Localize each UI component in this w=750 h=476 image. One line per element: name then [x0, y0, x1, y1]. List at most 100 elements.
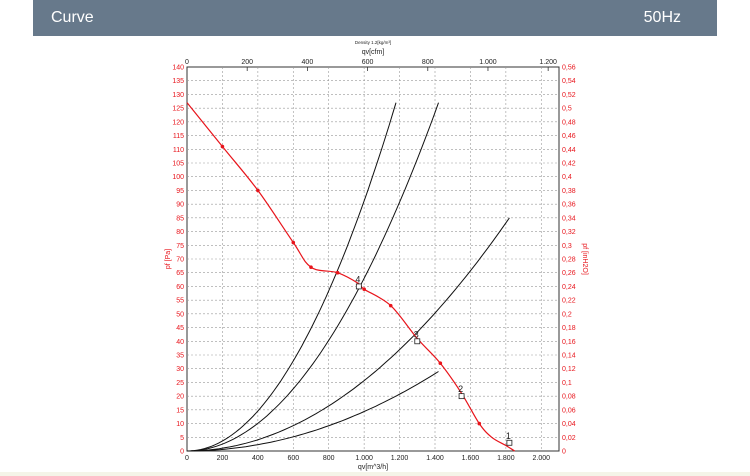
- y-tick-label: 55: [176, 298, 184, 305]
- header-title: Curve: [51, 9, 94, 26]
- y-axis-label: pf [Pa]: [165, 249, 172, 269]
- y2-tick-label: 0,4: [562, 174, 572, 181]
- y-tick-label: 135: [172, 78, 184, 85]
- y2-tick-label: 0,22: [562, 298, 576, 305]
- x-tick-label: 1.400: [426, 455, 444, 462]
- y-tick-label: 0: [180, 449, 184, 456]
- top-tick-label: 1.000: [479, 59, 497, 66]
- chart-title: Density 1.2[kg/m³]: [355, 40, 391, 45]
- pressure-marker: [438, 361, 443, 366]
- y-tick-label: 15: [176, 407, 184, 414]
- y-tick-label: 70: [176, 257, 184, 264]
- y2-tick-label: 0,18: [562, 325, 576, 332]
- y2-tick-label: 0,02: [562, 435, 576, 442]
- y2-tick-label: 0,34: [562, 215, 576, 222]
- top-tick-label: 0: [185, 59, 189, 66]
- y2-tick-label: 0,14: [562, 353, 576, 360]
- top-axis-label: qv[cfm]: [362, 49, 385, 56]
- top-tick-label: 600: [362, 59, 374, 66]
- y2-tick-label: 0,04: [562, 421, 576, 428]
- y2-tick-label: 0,54: [562, 78, 576, 85]
- x-tick-label: 1.200: [391, 455, 409, 462]
- y2-tick-label: 0,28: [562, 257, 576, 264]
- y2-tick-label: 0,06: [562, 407, 576, 414]
- y2-tick-label: 0,12: [562, 366, 576, 373]
- system-curve-3: [186, 102, 439, 452]
- y-tick-label: 120: [172, 119, 184, 126]
- y2-tick-label: 0,24: [562, 284, 576, 291]
- y2-tick-label: 0,08: [562, 394, 576, 401]
- x-tick-label: 1.000: [355, 455, 373, 462]
- x-axis-label: qv[m^3/h]: [358, 464, 388, 471]
- pressure-marker: [220, 144, 225, 149]
- system-curve-4: [186, 102, 397, 452]
- pressure-marker: [309, 265, 313, 270]
- top-tick-label: 800: [422, 59, 434, 66]
- y2-tick-label: 0,2: [562, 311, 572, 318]
- operating-point-label: 2: [458, 384, 463, 394]
- y-tick-label: 30: [176, 366, 184, 373]
- y2-tick-label: 0,44: [562, 147, 576, 154]
- x-tick-label: 400: [252, 455, 264, 462]
- operating-point-2: [458, 393, 465, 400]
- pressure-marker: [388, 303, 393, 308]
- pressure-marker: [477, 421, 482, 426]
- y2-tick-label: 0,3: [562, 243, 572, 250]
- pressure-marker: [335, 270, 340, 275]
- pressure-marker: [291, 240, 296, 245]
- operating-point-3: [414, 338, 421, 345]
- system-curve-1: [187, 371, 439, 452]
- y2-tick-label: 0,52: [562, 92, 576, 99]
- y-tick-label: 125: [172, 106, 184, 113]
- x-tick-label: 1.600: [462, 455, 480, 462]
- pressure-marker: [362, 287, 366, 291]
- y-tick-label: 130: [172, 92, 184, 99]
- x-tick-label: 2.000: [533, 455, 551, 462]
- y-tick-label: 10: [176, 421, 184, 428]
- y2-tick-label: 0,32: [562, 229, 576, 236]
- y-tick-label: 60: [176, 284, 184, 291]
- y-tick-label: 40: [176, 339, 184, 346]
- y-tick-label: 45: [176, 325, 184, 332]
- x-tick-label: 0: [185, 455, 189, 462]
- y-tick-label: 65: [176, 270, 184, 277]
- top-tick-label: 400: [302, 59, 314, 66]
- y-tick-label: 95: [176, 188, 184, 195]
- y-tick-label: 105: [172, 161, 184, 168]
- x-tick-label: 1.800: [497, 455, 515, 462]
- top-tick-label: 1.200: [539, 59, 557, 66]
- top-tick-label: 200: [241, 59, 253, 66]
- footer-strip: [0, 472, 750, 476]
- y-tick-label: 35: [176, 353, 184, 360]
- operating-point-label: 1: [506, 431, 511, 441]
- y2-tick-label: 0,16: [562, 339, 576, 346]
- frequency-label: 50Hz: [643, 9, 681, 26]
- y-tick-label: 25: [176, 380, 184, 387]
- curve-header: Curve 50Hz: [33, 0, 717, 36]
- y2-tick-label: 0,5: [562, 106, 572, 113]
- y2-tick-label: 0,26: [562, 270, 576, 277]
- operating-point-label: 3: [414, 329, 419, 339]
- y-tick-label: 75: [176, 243, 184, 250]
- pressure-curve: [186, 102, 516, 452]
- y-tick-label: 90: [176, 202, 184, 209]
- y-tick-label: 80: [176, 229, 184, 236]
- operating-point-4: [355, 283, 362, 290]
- y2-tick-label: 0,56: [562, 65, 576, 72]
- y-tick-label: 140: [172, 65, 184, 72]
- operating-point-label: 4: [355, 274, 360, 284]
- system-curve-2: [186, 217, 510, 452]
- x-tick-label: 600: [287, 455, 299, 462]
- y-tick-label: 50: [176, 311, 184, 318]
- y-tick-label: 110: [173, 147, 184, 154]
- y2-tick-label: 0,38: [562, 188, 576, 195]
- y-tick-label: 85: [176, 215, 184, 222]
- y-tick-label: 100: [172, 174, 184, 181]
- y2-tick-label: 0,36: [562, 202, 576, 209]
- y2-tick-label: 0,48: [562, 119, 576, 126]
- x-tick-label: 800: [323, 455, 335, 462]
- fan-curve-chart: 0510152025303540455055606570758085909510…: [165, 40, 588, 471]
- y2-tick-label: 0,42: [562, 161, 576, 168]
- y-tick-label: 115: [173, 133, 184, 140]
- y2-tick-label: 0,46: [562, 133, 576, 140]
